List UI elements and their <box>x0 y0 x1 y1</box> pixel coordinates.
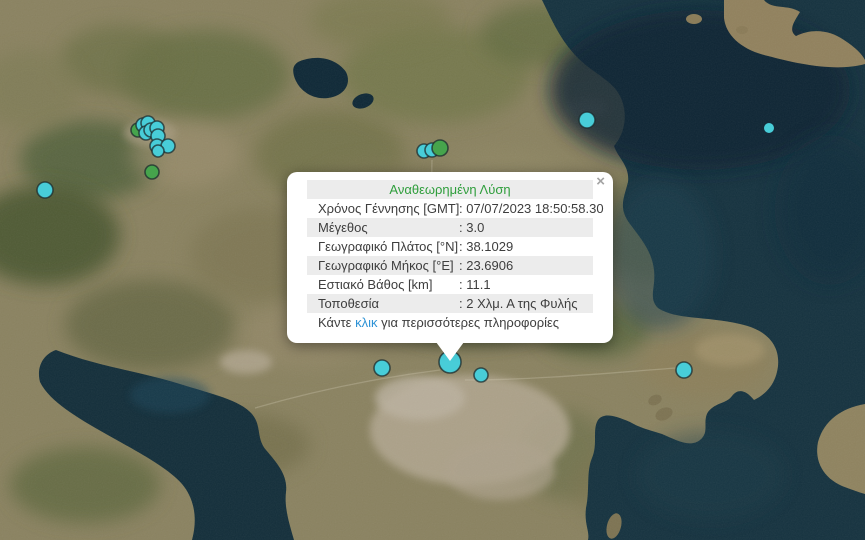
popup-row-label: Γεωγραφικό Πλάτος [°N] <box>318 239 459 254</box>
popup-row-label: Τοποθεσία <box>318 296 380 311</box>
earthquake-marker[interactable] <box>431 139 449 157</box>
popup-title: Αναθεωρημένη Λύση <box>307 180 593 199</box>
popup-row: Τοποθεσία : 2 Χλμ. Α της Φυλής <box>307 294 593 313</box>
popup-row: Γεωγραφικό Πλάτος [°N]: 38.1029 <box>307 237 593 256</box>
earthquake-marker[interactable] <box>473 367 489 383</box>
earthquake-marker[interactable] <box>675 361 693 379</box>
popup-row-label: Χρόνος Γέννησης [GMT] <box>318 201 460 216</box>
popup-row-label: Εστιακό Βάθος [km] <box>318 277 433 292</box>
close-icon[interactable]: × <box>596 173 605 190</box>
popup-row-value: : 07/07/2023 18:50:58.30 <box>459 201 604 216</box>
earthquake-marker[interactable] <box>36 181 54 199</box>
popup-row-value: : 38.1029 <box>459 239 514 254</box>
popup-footer-prefix: Κάντε <box>318 315 356 330</box>
earthquake-marker[interactable] <box>373 359 391 377</box>
more-info-link[interactable]: κλικ <box>355 315 378 330</box>
popup-row-label: Μέγεθος <box>318 220 368 235</box>
popup-row: Εστιακό Βάθος [km] : 11.1 <box>307 275 593 294</box>
popup-row-value: : 3.0 <box>459 220 485 235</box>
popup-row: Μέγεθος : 3.0 <box>307 218 593 237</box>
popup-row-value: : 11.1 <box>459 277 491 292</box>
popup-row: Χρόνος Γέννησης [GMT]: 07/07/2023 18:50:… <box>307 199 604 218</box>
popup-footer-suffix: για περισσότερες πληροφορίες <box>377 315 560 330</box>
earthquake-popup: × Αναθεωρημένη Λύση Χρόνος Γέννησης [GMT… <box>287 172 613 343</box>
popup-tail <box>436 342 464 361</box>
popup-row-value: : 23.6906 <box>459 258 514 273</box>
earthquake-marker[interactable] <box>151 144 165 158</box>
popup-footer: Κάντε κλικ για περισσότερες πληροφορίες <box>307 313 593 333</box>
earthquake-markers <box>36 111 774 383</box>
popup-row: Γεωγραφικό Μήκος [°E] : 23.6906 <box>307 256 593 275</box>
popup-table: Χρόνος Γέννησης [GMT]: 07/07/2023 18:50:… <box>307 199 604 313</box>
earthquake-marker[interactable] <box>144 164 160 180</box>
earthquake-marker[interactable] <box>578 111 596 129</box>
popup-row-value: : 2 Χλμ. Α της Φυλής <box>459 296 578 311</box>
earthquake-marker[interactable] <box>764 123 774 133</box>
popup-row-label: Γεωγραφικό Μήκος [°E] <box>318 258 454 273</box>
